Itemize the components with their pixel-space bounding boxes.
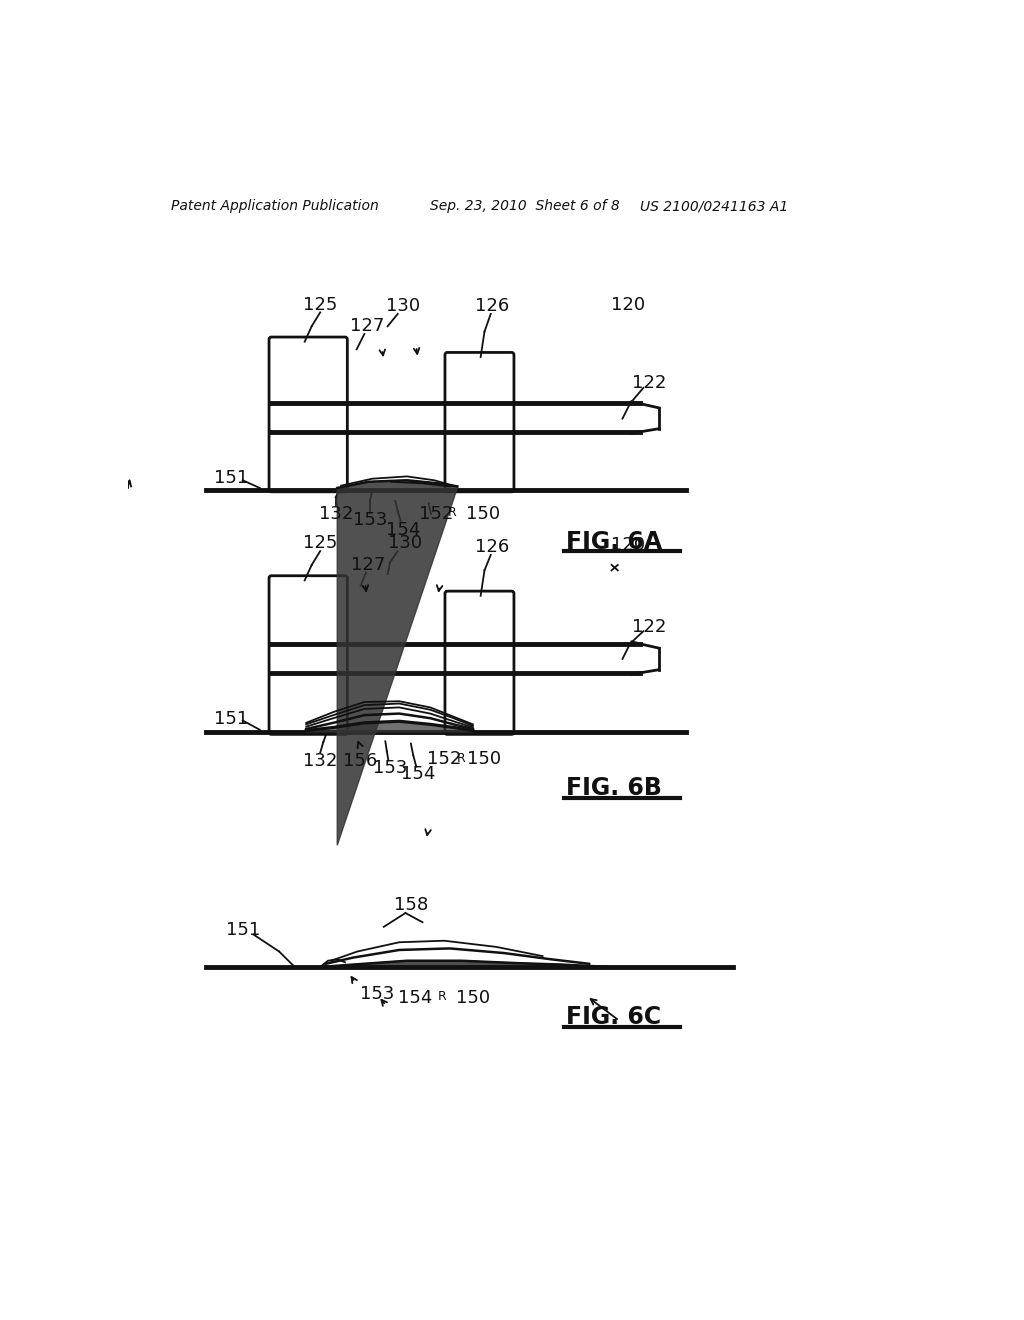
Text: 150: 150 <box>466 506 500 523</box>
Text: 120: 120 <box>610 536 645 554</box>
Text: Sep. 23, 2010  Sheet 6 of 8: Sep. 23, 2010 Sheet 6 of 8 <box>430 199 620 213</box>
Text: 151: 151 <box>225 921 260 939</box>
Text: 153: 153 <box>352 511 387 529</box>
Text: 130: 130 <box>388 535 423 552</box>
Text: 151: 151 <box>214 469 248 487</box>
Text: 125: 125 <box>303 535 337 552</box>
Text: 156: 156 <box>343 751 378 770</box>
Text: 150: 150 <box>467 750 502 768</box>
Text: 154: 154 <box>397 989 432 1007</box>
Text: FIG. 6A: FIG. 6A <box>566 529 662 554</box>
Polygon shape <box>306 721 473 733</box>
Text: 150: 150 <box>456 989 489 1007</box>
Text: US 2100/0241163 A1: US 2100/0241163 A1 <box>640 199 787 213</box>
Text: FIG. 6C: FIG. 6C <box>566 1005 662 1030</box>
Text: 132: 132 <box>318 506 353 523</box>
Text: R: R <box>437 990 446 1003</box>
Text: 122: 122 <box>632 618 666 635</box>
Text: 153: 153 <box>373 759 408 777</box>
Text: 152: 152 <box>427 750 462 768</box>
Text: 132: 132 <box>303 751 337 770</box>
Text: 125: 125 <box>303 296 337 314</box>
Text: 151: 151 <box>214 710 248 727</box>
Text: Patent Application Publication: Patent Application Publication <box>171 199 379 213</box>
Text: 126: 126 <box>475 297 509 315</box>
FancyBboxPatch shape <box>445 352 514 492</box>
FancyBboxPatch shape <box>445 591 514 734</box>
FancyBboxPatch shape <box>269 337 347 492</box>
Text: 127: 127 <box>351 556 385 574</box>
Text: FIG. 6B: FIG. 6B <box>566 776 662 800</box>
Text: R: R <box>457 752 466 766</box>
Text: 152: 152 <box>419 506 454 523</box>
Text: 126: 126 <box>475 539 509 556</box>
Text: 153: 153 <box>360 985 394 1003</box>
Text: 130: 130 <box>386 297 420 315</box>
Text: 154: 154 <box>386 520 420 539</box>
FancyBboxPatch shape <box>269 576 347 734</box>
Text: R: R <box>447 506 457 519</box>
Text: 158: 158 <box>394 896 428 915</box>
Polygon shape <box>322 961 608 966</box>
Text: 122: 122 <box>632 375 666 392</box>
Text: 154: 154 <box>401 766 436 783</box>
Polygon shape <box>337 480 458 845</box>
Text: 127: 127 <box>349 317 384 335</box>
Text: 120: 120 <box>610 296 645 314</box>
